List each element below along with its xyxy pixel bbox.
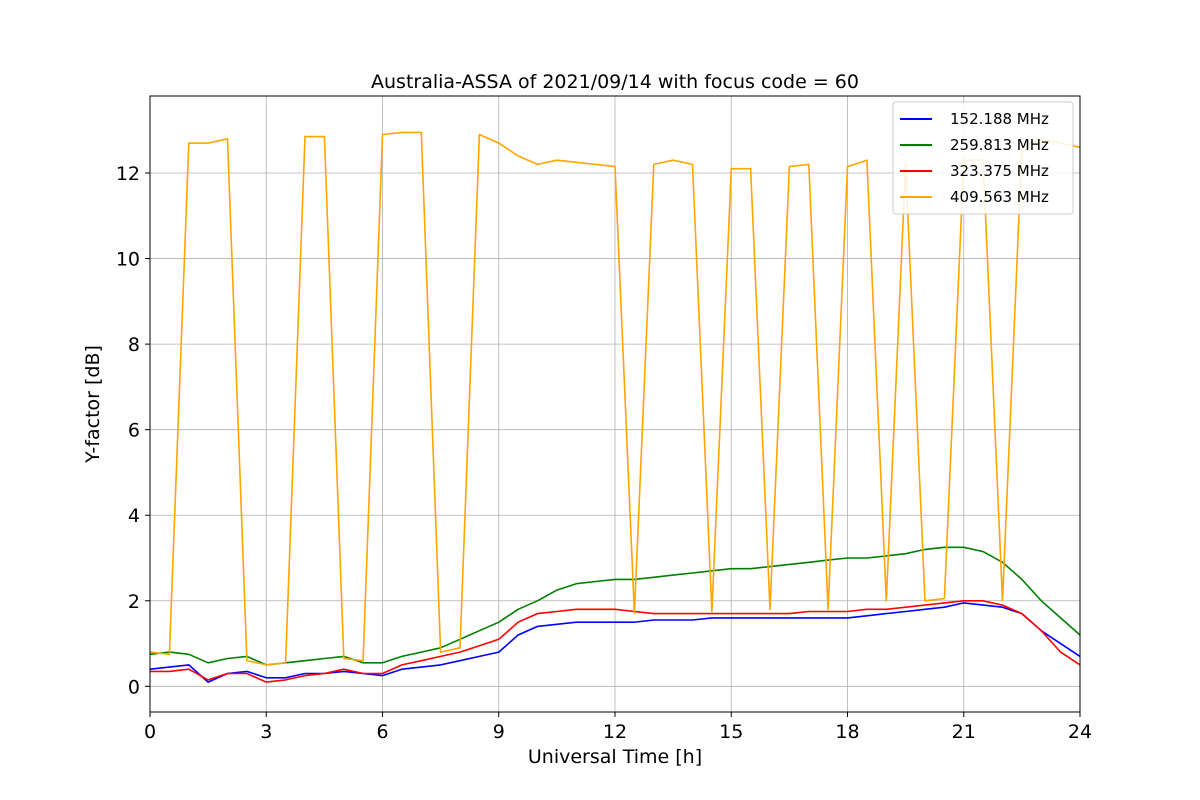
x-tick-label: 0 — [144, 721, 156, 743]
series-line-3 — [150, 599, 1081, 683]
y-tick-label: 4 — [128, 505, 140, 527]
x-tick-label: 6 — [376, 721, 388, 743]
x-axis-ticks: 0 3 6 9 12 15 18 21 24 — [144, 712, 1092, 743]
y-tick-label: 6 — [128, 420, 140, 442]
legend-label-3: 323.375 MHz — [950, 162, 1049, 180]
y-tick-label: 0 — [128, 676, 140, 698]
x-tick-label: 12 — [603, 721, 627, 743]
legend-label-1: 152.188 MHz — [950, 110, 1049, 128]
y-tick-label: 10 — [116, 249, 140, 271]
x-tick-label: 15 — [719, 721, 743, 743]
x-axis-label: Universal Time [h] — [528, 746, 702, 768]
y-axis-ticks: 0 2 4 6 8 10 12 — [116, 163, 150, 698]
series-line-2 — [149, 546, 1081, 666]
x-tick-label: 9 — [493, 721, 505, 743]
legend-label-4: 409.563 MHz — [950, 188, 1049, 206]
legend-label-2: 259.813 MHz — [950, 136, 1049, 154]
x-tick-label: 18 — [835, 721, 859, 743]
series-line-4 — [149, 131, 1081, 666]
chart-title: Australia-ASSA of 2021/09/14 with focus … — [371, 71, 859, 93]
y-tick-label: 2 — [128, 591, 140, 613]
y-tick-label: 8 — [128, 334, 140, 356]
x-tick-label: 24 — [1068, 721, 1092, 743]
series-group — [149, 131, 1081, 683]
legend: 152.188 MHz 259.813 MHz 323.375 MHz 409.563… — [892, 101, 1074, 215]
series-line-1 — [149, 602, 1081, 683]
y-tick-label: 12 — [116, 163, 140, 185]
legend-box — [892, 101, 1074, 215]
x-tick-label: 3 — [260, 721, 272, 743]
y-axis-label: Y-factor [dB] — [82, 345, 104, 464]
x-tick-label: 21 — [952, 721, 976, 743]
